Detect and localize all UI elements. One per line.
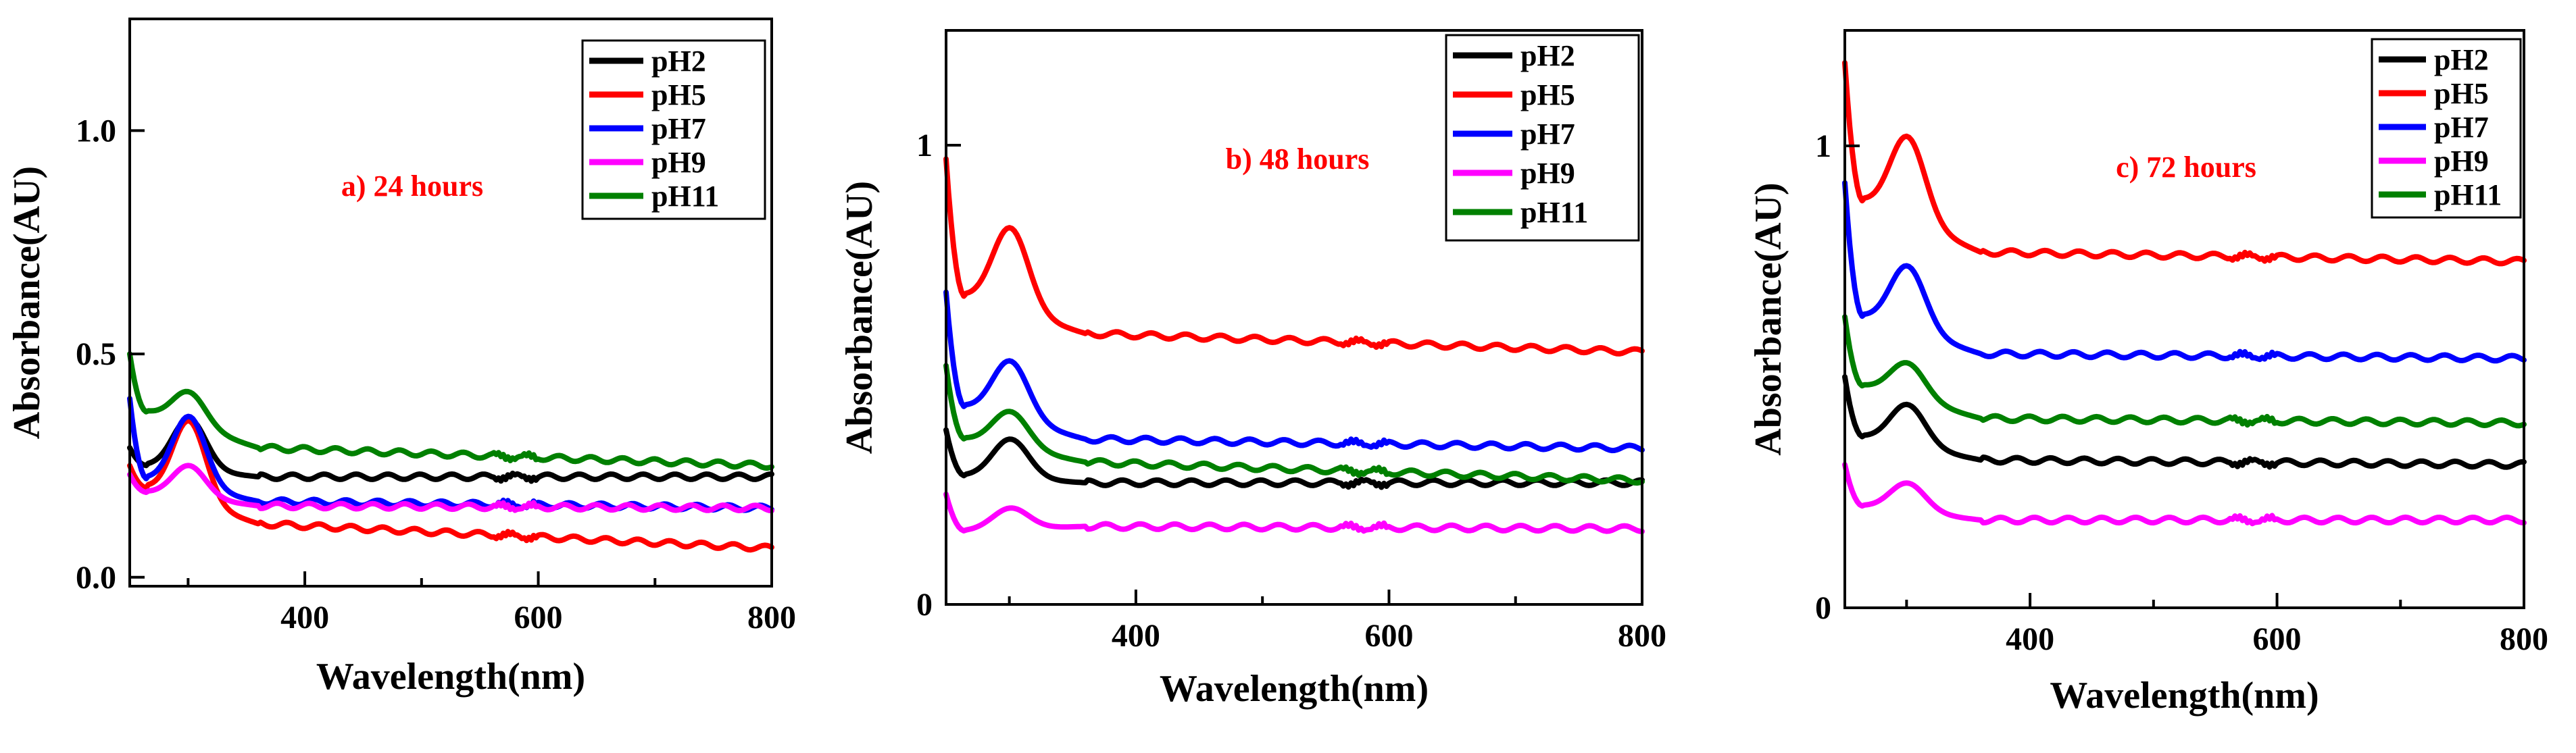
- x-tick-label: 800: [2500, 621, 2548, 657]
- x-tick-label: 600: [2253, 621, 2302, 657]
- panel-annotation: b) 48 hours: [1226, 142, 1370, 176]
- series-line-ph11: [943, 363, 1645, 486]
- series-line-ph5: [127, 418, 774, 553]
- series-line-ph9: [127, 463, 774, 514]
- x-tick-label: 600: [514, 600, 563, 635]
- series-line-ph7: [1842, 180, 2527, 364]
- x-axis-label: Wavelength(nm): [316, 656, 585, 698]
- x-tick-label: 800: [1618, 618, 1666, 654]
- y-axis-label: Absorbance(AU): [1748, 182, 1789, 455]
- legend-label-ph11: pH11: [2434, 178, 2502, 211]
- x-tick-label: 400: [1112, 618, 1160, 654]
- chart-panel-3: 400 600 800 0 1 Wavelength(nm) Absorbance(AU) c…: [1748, 29, 2548, 717]
- legend-box: [1445, 34, 1640, 242]
- panel-annotation: a) 24 hours: [341, 170, 483, 203]
- chart-panel-2: 400 600 800 0 1 Wavelength(nm) Absorbance(AU) b…: [839, 29, 1666, 710]
- plot-frame: [1843, 29, 2525, 609]
- legend-label-ph9: pH9: [1520, 157, 1575, 190]
- plot-frame: [945, 29, 1643, 606]
- series-line-ph11: [1842, 314, 2527, 429]
- legend-label-ph2: pH2: [651, 45, 706, 78]
- y-tick-label: 0: [1815, 590, 1831, 626]
- legend-label-ph5: pH5: [1520, 78, 1575, 111]
- legend-label-ph11: pH11: [651, 180, 719, 213]
- series-line-ph2: [943, 427, 1645, 490]
- series-line-ph11: [127, 351, 774, 471]
- legend: pH2 pH5 pH7 pH9 pH11: [1445, 34, 1640, 242]
- plot-frame: [128, 18, 773, 588]
- x-tick-label: 400: [280, 600, 329, 635]
- y-tick-label: 1: [1815, 128, 1831, 164]
- y-tick-label: 1: [916, 128, 933, 163]
- legend-label-ph5: pH5: [2434, 77, 2489, 110]
- legend-label-ph7: pH7: [1520, 118, 1575, 151]
- series-line-ph9: [1842, 462, 2527, 527]
- y-tick-label: 1.0: [76, 113, 116, 149]
- series-line-ph9: [943, 491, 1645, 534]
- series-line-ph5: [943, 156, 1645, 357]
- legend-label-ph2: pH2: [2434, 43, 2489, 76]
- y-axis-label: Absorbance(AU): [839, 181, 881, 454]
- legend-label-ph7: pH7: [651, 112, 706, 145]
- legend-label-ph11: pH11: [1520, 196, 1588, 229]
- x-axis-label: Wavelength(nm): [2050, 675, 2319, 717]
- legend-label-ph9: pH9: [651, 146, 706, 179]
- y-axis-label: Absorbance(AU): [6, 166, 48, 439]
- legend-label-ph9: pH9: [2434, 145, 2489, 178]
- legend-label-ph7: pH7: [2434, 111, 2489, 144]
- series-line-ph7: [943, 289, 1645, 454]
- series-line-ph2: [127, 416, 774, 484]
- x-tick-label: 600: [1364, 618, 1413, 654]
- x-tick-label: 400: [2006, 621, 2054, 657]
- x-axis-label: Wavelength(nm): [1160, 668, 1429, 710]
- chart-panel-1: 400 600 800 0.0 0.5 1.0 Wavelength(nm) Absorban…: [6, 18, 796, 698]
- y-tick-label: 0.5: [76, 336, 116, 372]
- legend-label-ph2: pH2: [1520, 39, 1575, 72]
- series-line-ph2: [1842, 374, 2527, 470]
- series-line-ph5: [1842, 59, 2527, 267]
- y-tick-label: 0.0: [76, 560, 116, 596]
- x-tick-label: 800: [747, 600, 796, 635]
- legend-label-ph5: pH5: [651, 78, 706, 111]
- y-tick-label: 0: [916, 587, 933, 623]
- panel-annotation: c) 72 hours: [2116, 151, 2256, 184]
